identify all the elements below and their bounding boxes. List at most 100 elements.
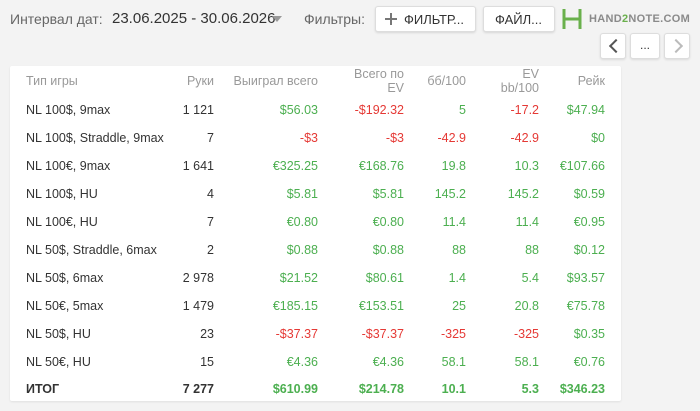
column-header[interactable]: Выиграл всего bbox=[233, 74, 318, 88]
value-cell: 20.8 bbox=[514, 299, 539, 313]
next-page-button[interactable] bbox=[664, 33, 690, 59]
table-row[interactable]: NL 50€, HU 15 €4.36 €4.36 58.1 58.1 €0.76 bbox=[10, 348, 621, 376]
value-cell: 23 bbox=[200, 327, 214, 341]
table-header-row: Тип игры Руки Выиграл всего Всего по EV … bbox=[10, 66, 621, 96]
value-cell: $0.88 bbox=[286, 243, 318, 257]
date-range-selector[interactable]: 23.06.2025 - 30.06.2026 bbox=[112, 10, 276, 27]
value-cell: 1 641 bbox=[182, 159, 214, 173]
value-cell: 10.3 bbox=[514, 159, 539, 173]
table-row[interactable]: NL 100$, HU 4 $5.81 $5.81 145.2 145.2 $0.59 bbox=[10, 180, 621, 208]
value-cell: €0.95 bbox=[573, 215, 605, 229]
game-type-cell: NL 100€, HU bbox=[26, 215, 98, 229]
value-cell: 4 bbox=[207, 187, 214, 201]
table-row[interactable]: NL 100$, Straddle, 9max 7 -$3 -$3 -42.9 -42.9… bbox=[10, 124, 621, 152]
value-cell: $56.03 bbox=[279, 103, 318, 117]
value-cell: $5.81 bbox=[286, 187, 318, 201]
value-cell: €0.80 bbox=[372, 215, 404, 229]
value-cell: 145.2 bbox=[507, 187, 539, 201]
table-row[interactable]: NL 50$, 6max 2 978 $21.52 $80.61 1.4 5.4 $93.5… bbox=[10, 264, 621, 292]
value-cell: €75.78 bbox=[566, 299, 605, 313]
value-cell: 1 121 bbox=[182, 103, 214, 117]
value-cell: 1.4 bbox=[448, 271, 466, 285]
add-filter-label: ФИЛЬТР... bbox=[404, 12, 464, 27]
table-row[interactable]: NL 100$, 9max 1 121 $56.03 -$192.32 5 -17.2 $4… bbox=[10, 96, 621, 124]
value-cell: €0.76 bbox=[573, 355, 605, 369]
column-header[interactable]: Руки bbox=[186, 74, 214, 88]
value-cell: 10.1 bbox=[441, 381, 466, 396]
value-cell: 5 bbox=[459, 103, 466, 117]
value-cell: -$37.37 bbox=[275, 327, 318, 341]
value-cell: $610.99 bbox=[272, 381, 318, 396]
value-cell: -42.9 bbox=[437, 131, 467, 145]
table-row[interactable]: NL 50€, 5max 1 479 €185.15 €153.51 25 20.8 €75… bbox=[10, 292, 621, 320]
value-cell: 11.4 bbox=[515, 215, 539, 229]
value-cell: $80.61 bbox=[365, 271, 404, 285]
value-cell: -42.9 bbox=[510, 131, 540, 145]
file-button[interactable]: ФАЙЛ... bbox=[483, 6, 555, 32]
value-cell: 145.2 bbox=[434, 187, 466, 201]
date-range-label: Интервал дат: bbox=[10, 11, 103, 27]
value-cell: €168.76 bbox=[358, 159, 404, 173]
game-type-cell: NL 100€, 9max bbox=[26, 159, 111, 173]
value-cell: -325 bbox=[513, 327, 539, 341]
game-type-cell: NL 50$, HU bbox=[26, 327, 91, 341]
stats-table: Тип игры Руки Выиграл всего Всего по EV … bbox=[10, 66, 621, 401]
value-cell: -$37.37 bbox=[361, 327, 404, 341]
game-type-cell: ИТОГ bbox=[26, 381, 60, 396]
column-header[interactable]: Рейк bbox=[577, 74, 605, 88]
more-pages-button[interactable]: ... bbox=[630, 33, 660, 59]
value-cell: €4.36 bbox=[286, 355, 318, 369]
value-cell: 88 bbox=[525, 243, 539, 257]
value-cell: 7 bbox=[207, 131, 214, 145]
value-cell: $47.94 bbox=[566, 103, 605, 117]
table-row[interactable]: NL 50$, HU 23 -$37.37 -$37.37 -325 -325 $0.35 bbox=[10, 320, 621, 348]
value-cell: 5.3 bbox=[521, 381, 539, 396]
hand2note-logo-icon bbox=[562, 9, 582, 29]
value-cell: 88 bbox=[452, 243, 466, 257]
column-header[interactable]: Тип игры bbox=[26, 74, 78, 88]
value-cell: -$3 bbox=[299, 131, 318, 145]
value-cell: 2 978 bbox=[182, 271, 214, 285]
value-cell: 58.1 bbox=[514, 355, 539, 369]
value-cell: 2 bbox=[207, 243, 214, 257]
top-toolbar: Интервал дат: 23.06.2025 - 30.06.2026 Фи… bbox=[0, 0, 700, 59]
game-type-cell: NL 100$, 9max bbox=[26, 103, 111, 117]
column-header[interactable]: Всего по EV bbox=[354, 67, 404, 95]
value-cell: $93.57 bbox=[566, 271, 605, 285]
total-row[interactable]: ИТОГ 7 277 $610.99 $214.78 10.1 5.3 $346.23 bbox=[10, 376, 621, 401]
column-header[interactable]: EV bb/100 bbox=[500, 67, 539, 95]
value-cell: -325 bbox=[440, 327, 466, 341]
value-cell: 25 bbox=[452, 299, 466, 313]
game-type-cell: NL 100$, HU bbox=[26, 187, 98, 201]
table-row[interactable]: NL 50$, Straddle, 6max 2 $0.88 $0.88 88 88 $0.… bbox=[10, 236, 621, 264]
value-cell: €153.51 bbox=[358, 299, 404, 313]
value-cell: 19.8 bbox=[441, 159, 466, 173]
value-cell: $21.52 bbox=[279, 271, 318, 285]
column-header[interactable]: бб/100 bbox=[427, 74, 466, 88]
value-cell: 11.4 bbox=[442, 215, 466, 229]
value-cell: $0.35 bbox=[573, 327, 605, 341]
logo-text: HAND2NOTE.COM bbox=[589, 13, 691, 25]
value-cell: $346.23 bbox=[559, 381, 605, 396]
value-cell: 58.1 bbox=[441, 355, 466, 369]
value-cell: 15 bbox=[200, 355, 214, 369]
value-cell: -$3 bbox=[385, 131, 404, 145]
stats-table-card: Тип игры Руки Выиграл всего Всего по EV … bbox=[10, 66, 621, 401]
plus-icon bbox=[385, 13, 397, 25]
value-cell: $214.78 bbox=[358, 381, 404, 396]
chevron-left-icon bbox=[608, 38, 624, 54]
prev-page-button[interactable] bbox=[600, 33, 626, 59]
value-cell: €0.80 bbox=[286, 215, 318, 229]
game-type-cell: NL 50€, 5max bbox=[26, 299, 104, 313]
value-cell: €4.36 bbox=[372, 355, 404, 369]
add-filter-button[interactable]: ФИЛЬТР... bbox=[375, 6, 476, 32]
value-cell: 7 bbox=[207, 215, 214, 229]
value-cell: $0.88 bbox=[372, 243, 404, 257]
game-type-cell: NL 50€, HU bbox=[26, 355, 91, 369]
value-cell: $0.12 bbox=[573, 243, 605, 257]
table-row[interactable]: NL 100€, HU 7 €0.80 €0.80 11.4 11.4 €0.95 bbox=[10, 208, 621, 236]
chevron-down-icon[interactable] bbox=[272, 16, 282, 22]
value-cell: -$192.32 bbox=[354, 103, 404, 117]
value-cell: 5.4 bbox=[521, 271, 539, 285]
table-row[interactable]: NL 100€, 9max 1 641 €325.25 €168.76 19.8 10.3… bbox=[10, 152, 621, 180]
